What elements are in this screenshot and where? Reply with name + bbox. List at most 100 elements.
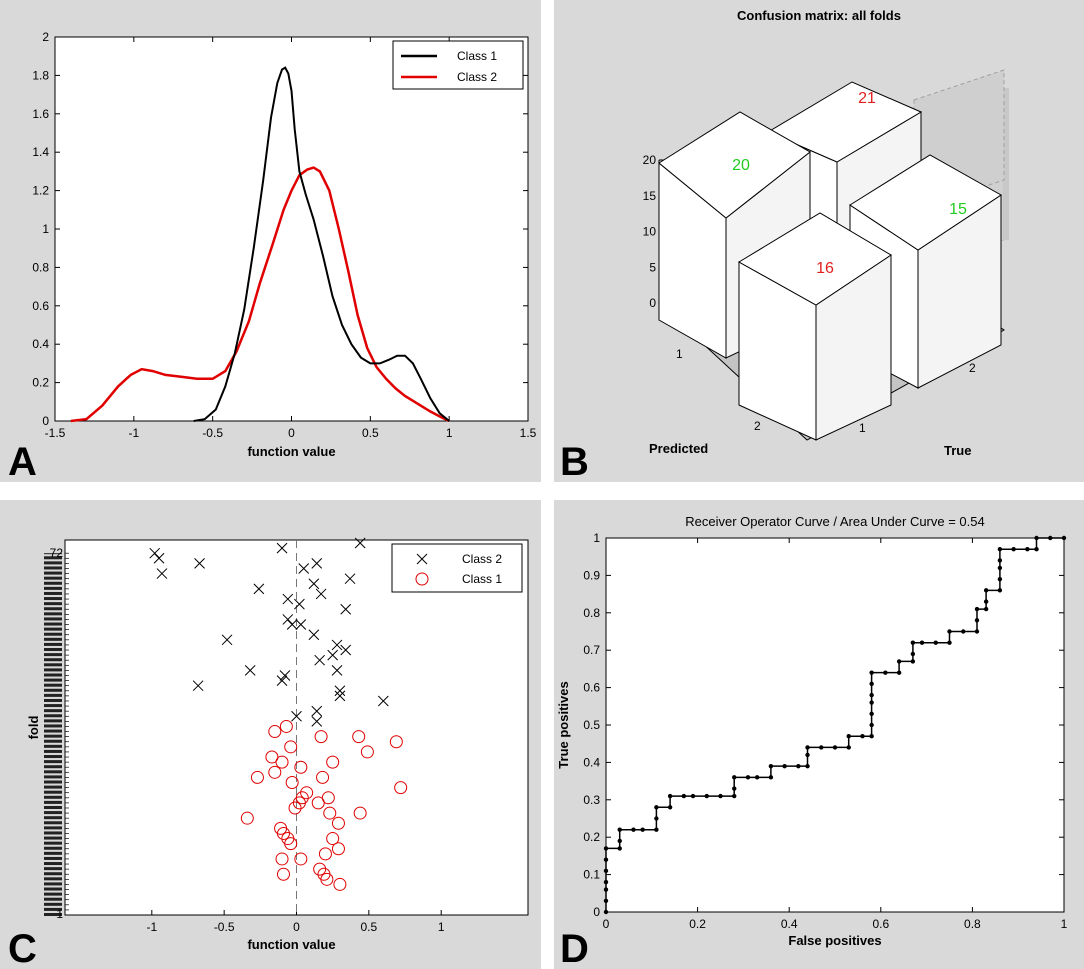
panel-a: A -1.5 -1 -0.5 0 0.5 1 1.5 0 0.2 0.4 0.6 0.8 1 1.2 1.4… <box>0 0 541 482</box>
roc-point <box>883 670 888 675</box>
roc-point <box>983 588 989 593</box>
y-tick-label-dense <box>44 805 62 809</box>
roc-point <box>732 775 737 780</box>
y-tick-label-dense <box>44 760 62 764</box>
y-tick-label-dense <box>44 627 62 631</box>
y-tick-label-dense <box>44 851 62 855</box>
y-tick-label-dense <box>44 607 62 611</box>
roc-point <box>732 793 737 799</box>
y-tick-label-dense <box>44 749 62 753</box>
chart-title: Confusion matrix: all folds <box>737 8 901 23</box>
chart-title: Receiver Operator Curve / Area Under Cur… <box>685 514 985 529</box>
point-class2 <box>221 634 233 646</box>
roc-point <box>896 659 902 664</box>
x-tick-label: 1.5 <box>520 426 537 440</box>
roc-point <box>974 618 980 623</box>
y-tick-label-dense <box>44 744 62 748</box>
y-tick-label-dense <box>44 586 62 590</box>
point-class1 <box>331 816 345 830</box>
x-tick-label: 1 <box>1061 917 1068 931</box>
y-tick-label: 0.4 <box>583 755 600 769</box>
roc-point <box>961 629 966 634</box>
point-class2 <box>334 690 346 702</box>
roc-point <box>603 898 609 903</box>
roc-point <box>997 576 1003 582</box>
z-tick-label: 15 <box>643 189 657 203</box>
z-tick-label: 10 <box>643 225 657 239</box>
y-tick-label: 0.7 <box>583 643 600 657</box>
bar-pred1-true2-top <box>766 81 923 163</box>
point-class1 <box>326 755 340 769</box>
y-tick-label-dense <box>44 704 62 708</box>
x-tick-label: 1 <box>438 920 445 934</box>
y-axis-label: True positives <box>556 681 571 768</box>
confusion-matrix-chart: B Confusion matrix: all folds05101520212… <box>560 8 1009 482</box>
y-tick-label-dense <box>44 887 62 891</box>
point-class2 <box>294 598 305 610</box>
point-class2 <box>153 552 165 564</box>
y-tick-label-dense <box>44 642 62 646</box>
y-tick-label-dense <box>44 892 62 896</box>
point-class1 <box>394 781 408 795</box>
point-class1 <box>323 806 337 820</box>
x-tick-label: 1 <box>446 426 453 440</box>
y-tick-label-dense <box>44 719 62 723</box>
roc-point <box>846 734 851 739</box>
roc-point <box>805 763 810 769</box>
point-class2 <box>311 716 323 727</box>
y-tick-label-dense <box>44 836 62 840</box>
point-class2 <box>192 680 204 692</box>
point-class1 <box>294 852 308 866</box>
roc-point <box>603 887 609 892</box>
bar-pred1-true2-value: 21 <box>858 90 876 107</box>
panel-b: B Confusion matrix: all folds 0 5 10 15 20 21 2… <box>554 0 1084 482</box>
roc-point <box>869 700 874 705</box>
y-tick-label: 0.8 <box>583 606 600 620</box>
panel-letter-c: C <box>8 927 37 969</box>
y-tick-top-bg <box>42 547 64 554</box>
point-class1 <box>352 730 366 744</box>
roc-point <box>617 838 622 844</box>
y-tick-label-top: 72 <box>50 546 64 560</box>
roc-point <box>983 606 989 612</box>
point-class1 <box>314 730 328 744</box>
plot-area <box>605 537 1065 913</box>
point-class2 <box>253 583 265 595</box>
roc-point <box>654 816 659 821</box>
point-class1 <box>331 842 345 856</box>
point-class1 <box>320 872 334 886</box>
roc-point <box>603 879 609 885</box>
y-tick-label-dense <box>44 800 62 804</box>
point-class2 <box>311 705 323 717</box>
y-tick-label-dense <box>44 648 62 652</box>
roc-point <box>869 670 874 675</box>
point-class1 <box>284 740 298 754</box>
y-tick-label: 0 <box>593 905 600 919</box>
roc-point <box>910 640 916 645</box>
point-class1 <box>318 847 332 861</box>
y-tick-label-dense <box>44 795 62 799</box>
point-class2 <box>282 614 294 625</box>
point-class2 <box>331 639 343 651</box>
y-tick-label: 0.4 <box>32 337 49 351</box>
roc-point <box>718 793 723 799</box>
roc-point <box>869 681 874 687</box>
x-tick-label: -1.5 <box>45 426 66 440</box>
y-tick-label-dense <box>44 602 62 606</box>
y-tick-label-dense <box>44 673 62 677</box>
y-tick-label-dense <box>44 734 62 738</box>
y-tick-label: 1.6 <box>32 107 49 121</box>
point-class1 <box>389 735 403 749</box>
point-class2 <box>295 619 307 630</box>
roc-point <box>654 827 659 832</box>
y-tick-label-dense <box>44 653 62 657</box>
y-axis-label: True <box>944 443 971 458</box>
y-tick-label-dense <box>44 668 62 672</box>
roc-point <box>1034 535 1039 541</box>
roc-point <box>869 692 874 698</box>
y-tick-label-dense <box>44 841 62 845</box>
y-tick-label-dense <box>44 785 62 789</box>
predicted-tick-2: 2 <box>754 419 761 433</box>
roc-point <box>869 734 874 739</box>
bar-pred1-true1-top <box>658 111 811 219</box>
